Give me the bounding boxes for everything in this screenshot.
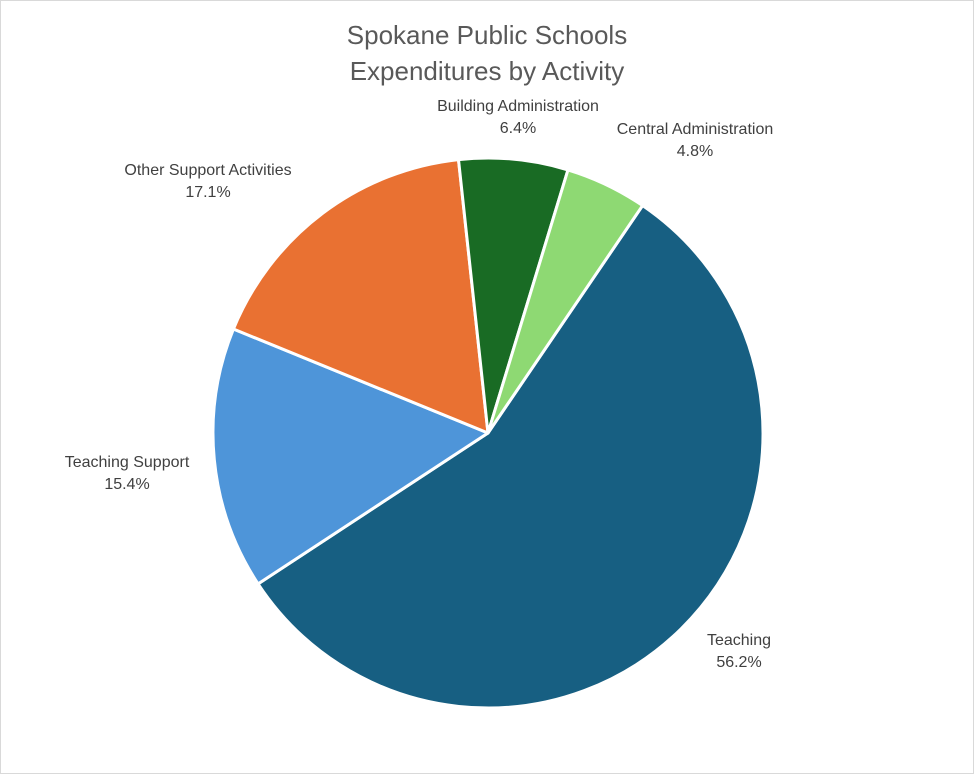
slice-value-teaching: 56.2%	[716, 654, 761, 671]
slice-value-teaching-support: 15.4%	[104, 476, 149, 493]
slice-label-central-administration: Central Administration	[617, 121, 774, 138]
slice-value-building-administration: 6.4%	[500, 120, 536, 137]
chart-title-line-1: Spokane Public Schools	[346, 20, 628, 50]
slice-label-teaching: Teaching	[707, 632, 771, 649]
pie-slice-central-administration	[486, 168, 645, 435]
slice-label-building-administration: Building Administration	[437, 98, 599, 115]
slice-label-other-support-activities: Other Support Activities	[124, 162, 291, 179]
slice-value-central-administration: 4.8%	[677, 143, 713, 160]
chart-title-line-2: Expenditures by Activity	[349, 56, 625, 86]
pie-slice-teaching	[256, 204, 765, 710]
pie-slices	[211, 156, 765, 710]
pie-labels: Teaching 56.2% Teaching Support 15.4% Other …	[65, 98, 774, 671]
slice-value-other-support-activities: 17.1%	[185, 184, 230, 201]
chart-title: Spokane Public Schools Expenditures by A…	[1, 17, 973, 89]
slice-label-teaching-support: Teaching Support	[65, 454, 190, 471]
pie-slice-teaching-support	[211, 327, 490, 586]
pie-slice-other-support-activities	[231, 158, 490, 435]
pie-slice-building-administration	[456, 156, 570, 435]
